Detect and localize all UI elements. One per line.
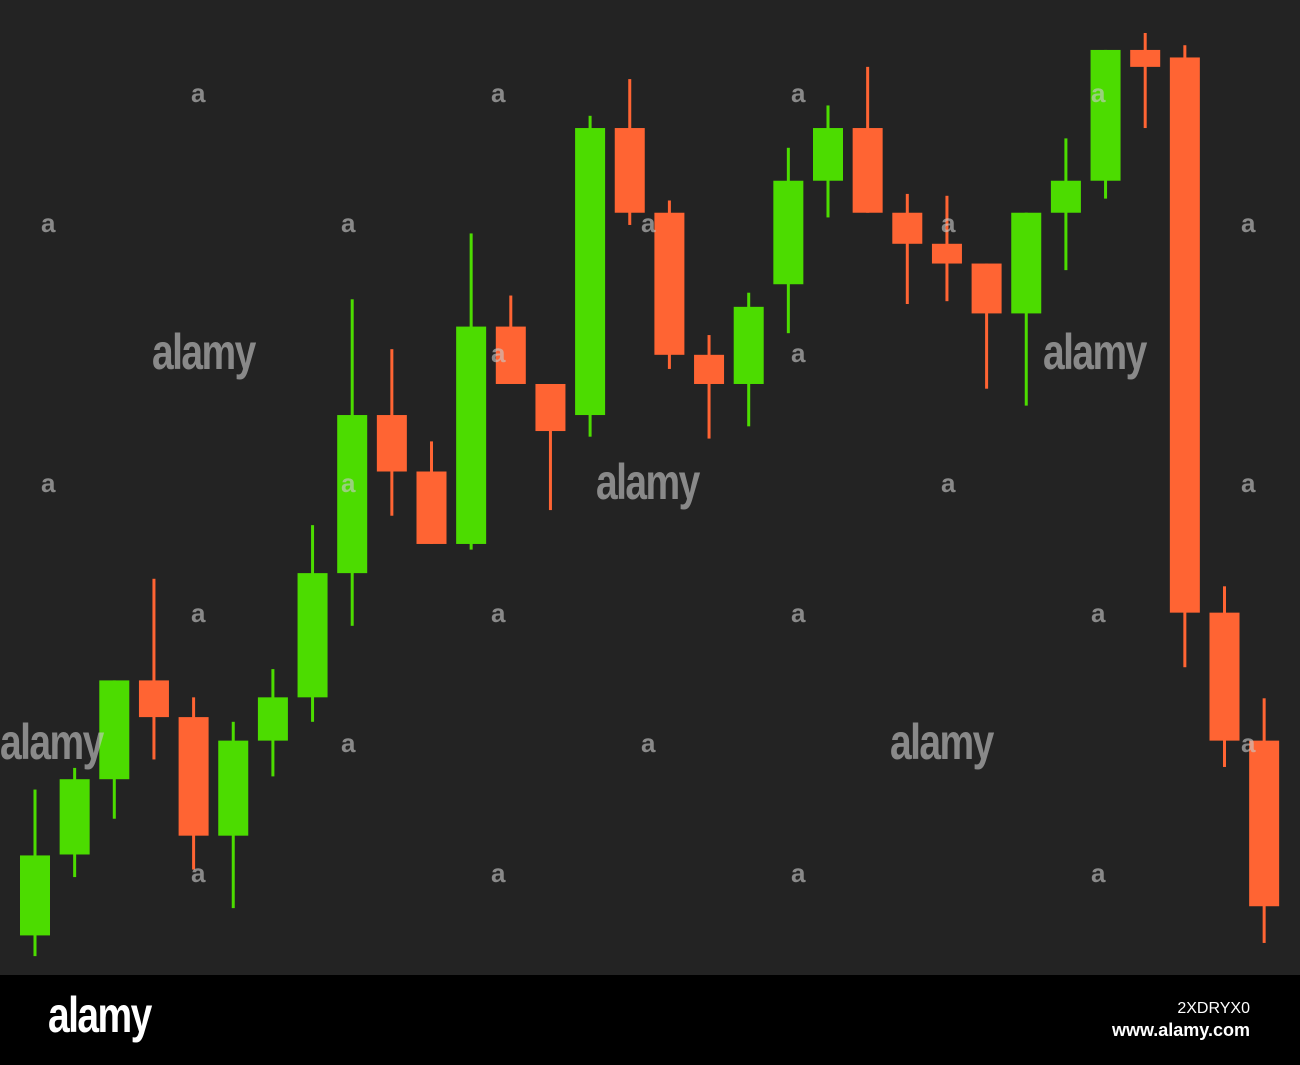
candle-bearish (931, 195, 962, 302)
candle-body (773, 180, 804, 285)
candle-bearish (852, 66, 883, 213)
footer-bar (0, 975, 1300, 1065)
candle-body (1050, 180, 1081, 213)
candle-wick (152, 578, 156, 760)
candle-bearish (892, 193, 923, 305)
candle-body (694, 354, 725, 384)
footer-logo: alamy (48, 987, 152, 1043)
candle-body (416, 471, 447, 544)
candle-bearish (416, 441, 447, 544)
candle-body (931, 243, 962, 264)
candle-wick (905, 193, 909, 305)
candle-body (1130, 49, 1161, 67)
candle-body (456, 326, 487, 544)
candle-bearish (694, 335, 725, 439)
candle-bullish (59, 767, 90, 878)
candle-body (20, 855, 50, 936)
candle-bullish (456, 233, 487, 550)
candle-bearish (376, 349, 407, 516)
candle-bearish (971, 263, 1002, 389)
candle-body (178, 717, 209, 836)
candle-wick (707, 335, 711, 439)
candle-bullish (20, 789, 50, 957)
candle-body (575, 128, 606, 416)
candle-bullish (257, 669, 288, 777)
candle-bullish (733, 292, 764, 427)
candle-bullish (575, 115, 606, 437)
candle-bearish (1209, 586, 1240, 767)
candle-body (892, 212, 923, 244)
candle-bullish (773, 147, 804, 334)
candle-bearish (1249, 698, 1280, 943)
candle-bearish (1130, 32, 1161, 129)
candle-body (1209, 612, 1240, 741)
candle-bullish (337, 299, 368, 626)
candle-wick (985, 263, 989, 389)
candle-bullish (1090, 49, 1121, 199)
candle-body (535, 383, 566, 432)
candle-body (654, 212, 685, 355)
candle-bearish (535, 383, 566, 511)
candle-body (1090, 49, 1121, 181)
chart-area: alamy alamy alamy alamy alamy a a a a a … (0, 0, 1300, 975)
candle-body (852, 128, 883, 213)
candle-bearish (614, 79, 645, 225)
candle-body (59, 779, 90, 855)
candle-body (1169, 57, 1200, 613)
candle-bullish (218, 721, 249, 909)
candle-body (138, 680, 169, 718)
candle-body (614, 128, 645, 213)
candle-body (733, 306, 764, 384)
candle-bearish (1169, 45, 1200, 668)
candle-body (1249, 740, 1280, 907)
candle-wick (548, 383, 552, 511)
candle-bullish (99, 680, 130, 819)
candle-body (1011, 212, 1042, 314)
candle-bearish (654, 200, 685, 369)
candle-bearish (495, 295, 526, 384)
candle-body (495, 326, 526, 384)
candle-body (813, 128, 843, 181)
candle-body (337, 415, 368, 574)
candle-body (99, 680, 130, 780)
candle-bullish (1050, 138, 1081, 271)
candle-body (376, 415, 407, 472)
candle-bearish (138, 578, 169, 760)
candle-wick (1143, 32, 1147, 129)
footer-url: www.alamy.com (1111, 1020, 1250, 1040)
candle-bearish (178, 697, 209, 870)
candlestick-chart (20, 32, 1280, 957)
image-id: 2XDRYX0 (1177, 1000, 1250, 1017)
candle-bullish (1011, 212, 1042, 406)
candle-bullish (297, 525, 328, 722)
candle-body (971, 263, 1002, 314)
candle-body (218, 740, 249, 836)
candle-body (297, 573, 328, 698)
candle-body (257, 697, 288, 741)
candle-bullish (813, 105, 843, 218)
